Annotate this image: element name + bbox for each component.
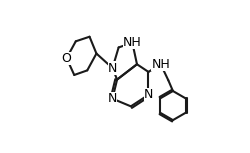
Text: N: N: [143, 88, 152, 101]
Text: NH: NH: [151, 58, 170, 71]
Text: O: O: [62, 52, 71, 65]
Text: N: N: [108, 92, 117, 105]
Text: NH: NH: [122, 36, 141, 49]
Text: N: N: [108, 62, 117, 75]
